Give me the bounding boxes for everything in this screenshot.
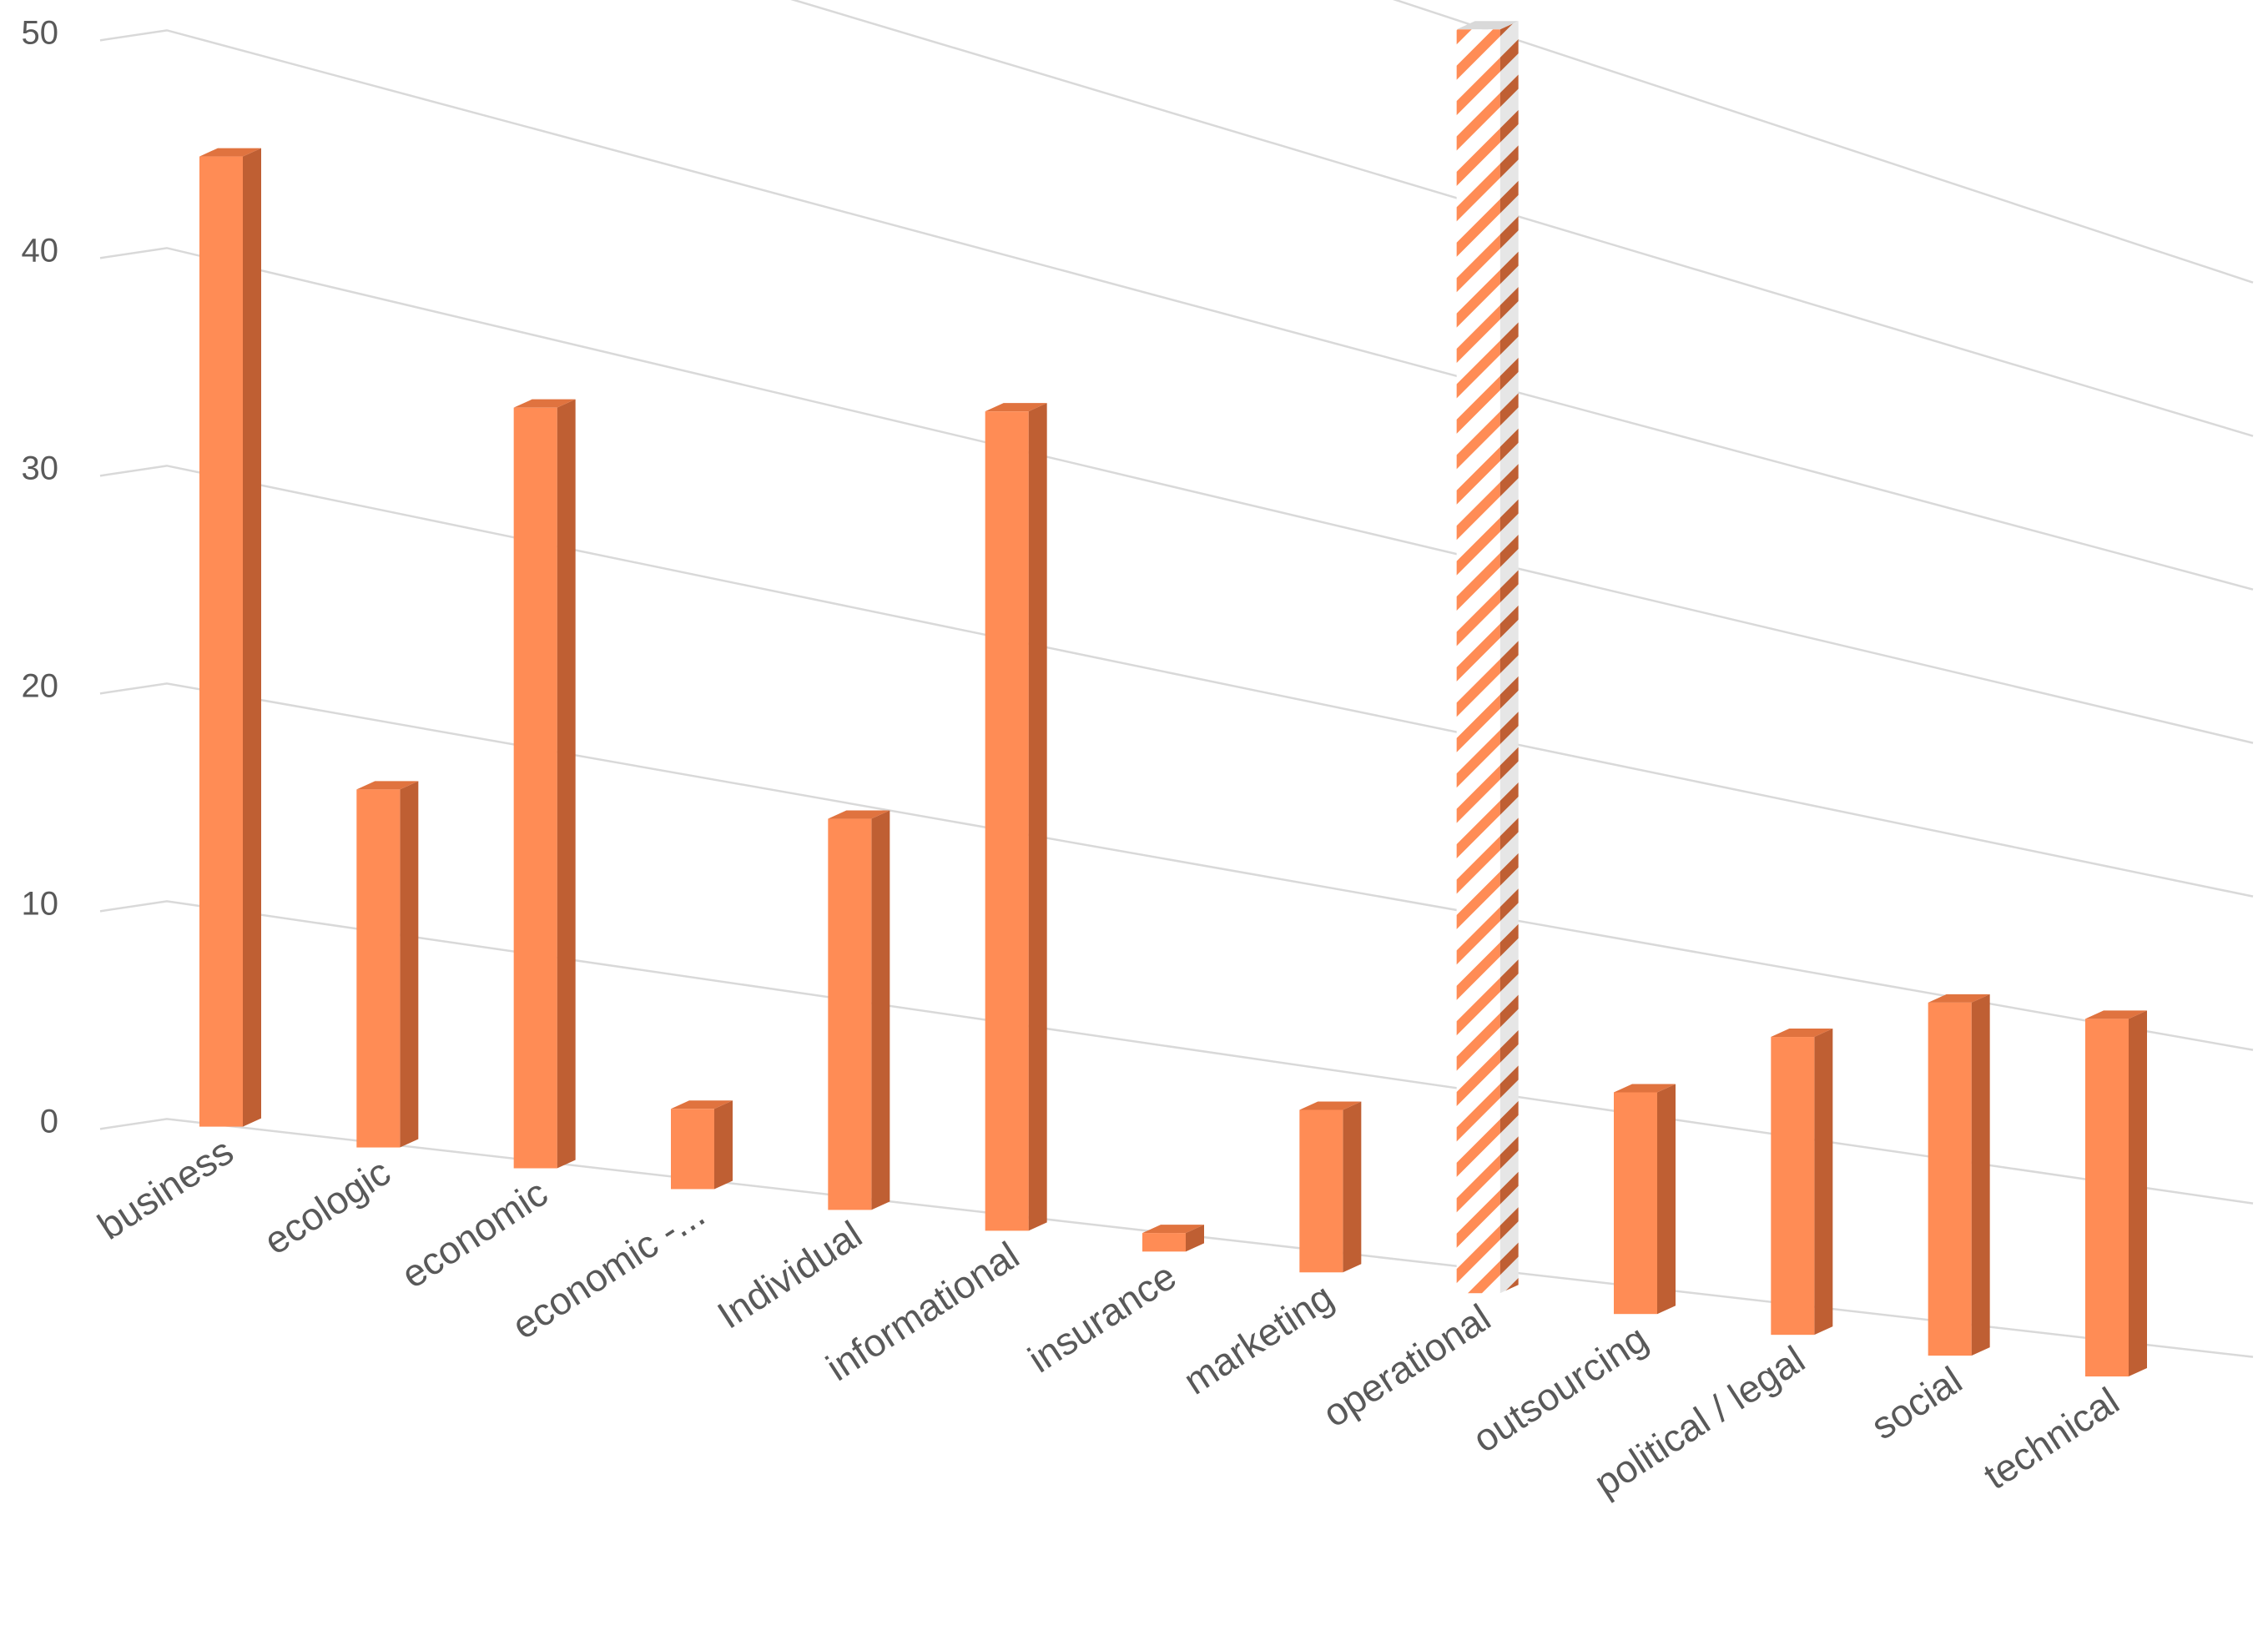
bar [1928, 994, 1990, 1356]
y-tick-label: 10 [22, 885, 59, 922]
bar-side [1186, 1225, 1204, 1252]
bar-front [356, 789, 401, 1148]
y-axis-ticks: 010203040506070 [22, 14, 59, 1139]
y-tick-label: 0 [40, 1103, 58, 1139]
bar-side [1343, 1101, 1362, 1273]
bar-side [1657, 1084, 1676, 1315]
bar-top [199, 148, 261, 157]
bar-side [1028, 403, 1047, 1231]
bar [671, 1100, 733, 1190]
bar-front [1456, 29, 1500, 1294]
bar-front [513, 407, 557, 1169]
bar-side [871, 810, 890, 1210]
bar-top [671, 1100, 733, 1109]
bar-front [1299, 1109, 1343, 1273]
bar-top [1614, 1084, 1676, 1093]
x-tick-label: Individual [709, 1212, 869, 1336]
bar-side [557, 399, 576, 1169]
gridlines [99, 0, 2254, 1358]
gridline [1392, 0, 2254, 284]
x-tick-label: operational [1315, 1295, 1498, 1436]
bar-front [1614, 1092, 1657, 1315]
bar-front [1928, 1002, 1972, 1356]
bar-front [671, 1109, 714, 1190]
bar-top [985, 403, 1047, 412]
bar [199, 148, 261, 1127]
gridline [99, 682, 2254, 1051]
x-tick-label: marketing [1176, 1275, 1341, 1403]
x-tick-label: ecologic [256, 1150, 398, 1263]
gridline [99, 1118, 2254, 1358]
bar-top [1456, 21, 1519, 30]
bar [2085, 1010, 2147, 1377]
bar-side [714, 1100, 733, 1190]
bar [1299, 1101, 1362, 1273]
bar-top [356, 781, 419, 790]
x-tick-label: technical [1976, 1379, 2127, 1497]
bar-front [199, 156, 243, 1127]
bar [1142, 1225, 1204, 1252]
bar-top [1928, 994, 1990, 1003]
bar-side [400, 781, 419, 1148]
bar-side [243, 148, 261, 1127]
y-tick-label: 30 [22, 450, 59, 486]
bar [513, 399, 576, 1169]
bar-top [828, 810, 890, 819]
bar-side [1971, 994, 1990, 1356]
gridline [99, 247, 2254, 744]
bar [356, 781, 419, 1148]
x-tick-label: insurance [1021, 1254, 1184, 1381]
bar-front [1142, 1233, 1186, 1252]
bar-front [2085, 1019, 2129, 1377]
bar-front [828, 818, 872, 1210]
gridline [790, 0, 2254, 437]
bar [1771, 1029, 1833, 1336]
bar [1456, 21, 1519, 1294]
bar-side [2129, 1010, 2147, 1377]
gridline [99, 465, 2254, 898]
bar-top [1771, 1029, 1833, 1038]
bars [199, 21, 2147, 1377]
bar-top [2085, 1010, 2147, 1019]
bar-side [1499, 21, 1519, 1294]
x-tick-label: outsourcing [1465, 1316, 1656, 1461]
y-tick-label: 50 [22, 14, 59, 51]
bar [985, 403, 1047, 1231]
y-tick-label: 20 [22, 667, 59, 704]
y-tick-label: 40 [22, 232, 59, 269]
bar [828, 810, 890, 1210]
bar-front [985, 411, 1029, 1231]
x-tick-label: business [90, 1129, 241, 1247]
gridline [99, 900, 2254, 1205]
x-tick-label: social [1863, 1358, 1969, 1448]
gridline [99, 29, 2254, 591]
bar-top [513, 399, 576, 408]
x-tick-label: economic [394, 1170, 555, 1296]
bar-top [1299, 1101, 1362, 1110]
bar-side [1814, 1029, 1833, 1336]
bar-front [1771, 1037, 1815, 1336]
bar-top [1142, 1225, 1204, 1234]
bar [1614, 1084, 1676, 1315]
